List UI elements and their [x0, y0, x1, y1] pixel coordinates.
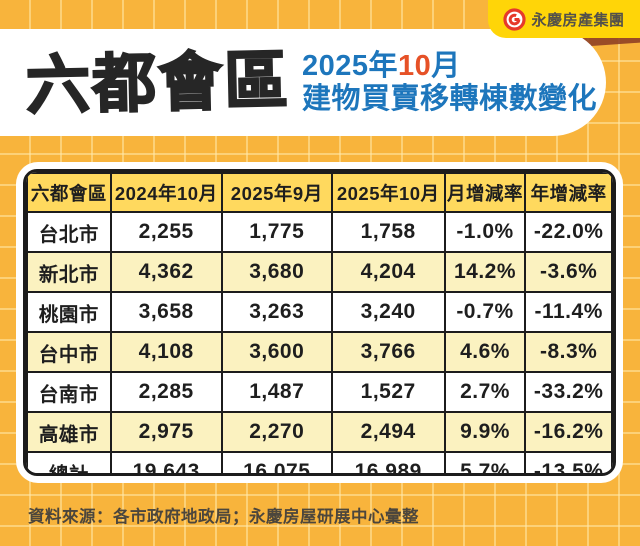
cell-value: -22.0% — [524, 211, 613, 253]
cell-value: -1.0% — [443, 211, 527, 253]
table-row-taipei: 台北市 2,255 1,775 1,758 -1.0% -22.0% — [26, 211, 613, 253]
cell-city: 台南市 — [26, 371, 112, 413]
subtitle-month-number: 10 — [398, 49, 432, 82]
col-header-mom: 月增減率 — [443, 172, 527, 213]
cell-city: 高雄市 — [26, 411, 112, 453]
table-row-taoyuan: 桃園市 3,658 3,263 3,240 -0.7% -11.4% — [26, 291, 613, 333]
cell-value: 14.2% — [443, 251, 527, 293]
cell-value: 4,108 — [109, 331, 223, 373]
cell-value: 2,285 — [109, 371, 223, 413]
cell-value: -3.6% — [524, 251, 613, 293]
cell-value: 4.6% — [443, 331, 527, 373]
col-header-oct2024: 2024年10月 — [109, 172, 223, 213]
cell-value: 1,487 — [220, 371, 333, 413]
subtitle-line-1: 2025年10月 — [302, 50, 597, 83]
col-header-sep2025: 2025年9月 — [220, 172, 333, 213]
col-header-region: 六都會區 — [26, 172, 112, 213]
table-row-total: 總計 19,643 16,075 16,989 5.7% -13.5% — [26, 451, 613, 473]
cell-city: 新北市 — [26, 251, 112, 293]
cell-value: 1,527 — [330, 371, 446, 413]
brand-badge: 永慶房產集團 — [488, 0, 640, 38]
page-title: 六都會區 — [24, 43, 291, 123]
table-header-row: 六都會區 2024年10月 2025年9月 2025年10月 月增減率 年增減率 — [26, 172, 613, 213]
data-table-frame: 六都會區 2024年10月 2025年9月 2025年10月 月增減率 年增減率… — [23, 169, 616, 476]
cell-value: -16.2% — [524, 411, 613, 453]
title-panel: 六都會區 2025年10月 建物買賣移轉棟數變化 — [0, 29, 606, 136]
data-table-card: 六都會區 2024年10月 2025年9月 2025年10月 月增減率 年增減率… — [16, 162, 623, 483]
cell-value: 5.7% — [443, 451, 527, 473]
cell-value: 9.9% — [443, 411, 527, 453]
cell-value: 1,775 — [220, 211, 333, 253]
cell-value: 3,766 — [330, 331, 446, 373]
col-header-oct2025: 2025年10月 — [330, 172, 446, 213]
cell-city: 台北市 — [26, 211, 112, 253]
cell-value: 2,270 — [220, 411, 333, 453]
cell-value: 3,680 — [220, 251, 333, 293]
subtitle-month-unit: 月 — [431, 49, 461, 82]
table-row-newtaipei: 新北市 4,362 3,680 4,204 14.2% -3.6% — [26, 251, 613, 293]
cell-value: 2,975 — [109, 411, 223, 453]
cell-value: 4,362 — [109, 251, 223, 293]
cell-value: 2.7% — [443, 371, 527, 413]
cell-value: 19,643 — [109, 451, 223, 473]
col-header-yoy: 年增減率 — [524, 172, 613, 213]
source-note: 資料來源：各市政府地政局；永慶房屋研展中心彙整 — [28, 508, 419, 526]
cell-value: 4,204 — [330, 251, 446, 293]
table-row-taichung: 台中市 4,108 3,600 3,766 4.6% -8.3% — [26, 331, 613, 373]
cell-city: 台中市 — [26, 331, 112, 373]
brand-name: 永慶房產集團 — [531, 11, 625, 29]
subtitle-year: 2025年 — [302, 49, 399, 82]
cell-value: 2,494 — [330, 411, 446, 453]
cell-value: -13.5% — [524, 451, 613, 473]
cell-value: 2,255 — [109, 211, 223, 253]
cell-value: -33.2% — [524, 371, 613, 413]
page-subtitle: 2025年10月 建物買賣移轉棟數變化 — [302, 50, 597, 116]
cell-value: 16,075 — [220, 451, 333, 473]
cell-value: -11.4% — [524, 291, 613, 333]
cell-value: 3,600 — [220, 331, 333, 373]
cell-value: 16,989 — [330, 451, 446, 473]
table-row-kaohsiung: 高雄市 2,975 2,270 2,494 9.9% -16.2% — [26, 411, 613, 453]
cell-value: -8.3% — [524, 331, 613, 373]
cell-value: -0.7% — [443, 291, 527, 333]
cell-city: 桃園市 — [26, 291, 112, 333]
cell-value: 1,758 — [330, 211, 446, 253]
table-row-tainan: 台南市 2,285 1,487 1,527 2.7% -33.2% — [26, 371, 613, 413]
cell-value: 3,658 — [109, 291, 223, 333]
cell-value: 3,263 — [220, 291, 333, 333]
yungching-logo-icon — [503, 7, 527, 31]
subtitle-line-2: 建物買賣移轉棟數變化 — [302, 82, 598, 115]
cell-value: 3,240 — [330, 291, 446, 333]
transactions-table: 六都會區 2024年10月 2025年9月 2025年10月 月增減率 年增減率… — [26, 172, 613, 473]
cell-city: 總計 — [26, 451, 112, 473]
